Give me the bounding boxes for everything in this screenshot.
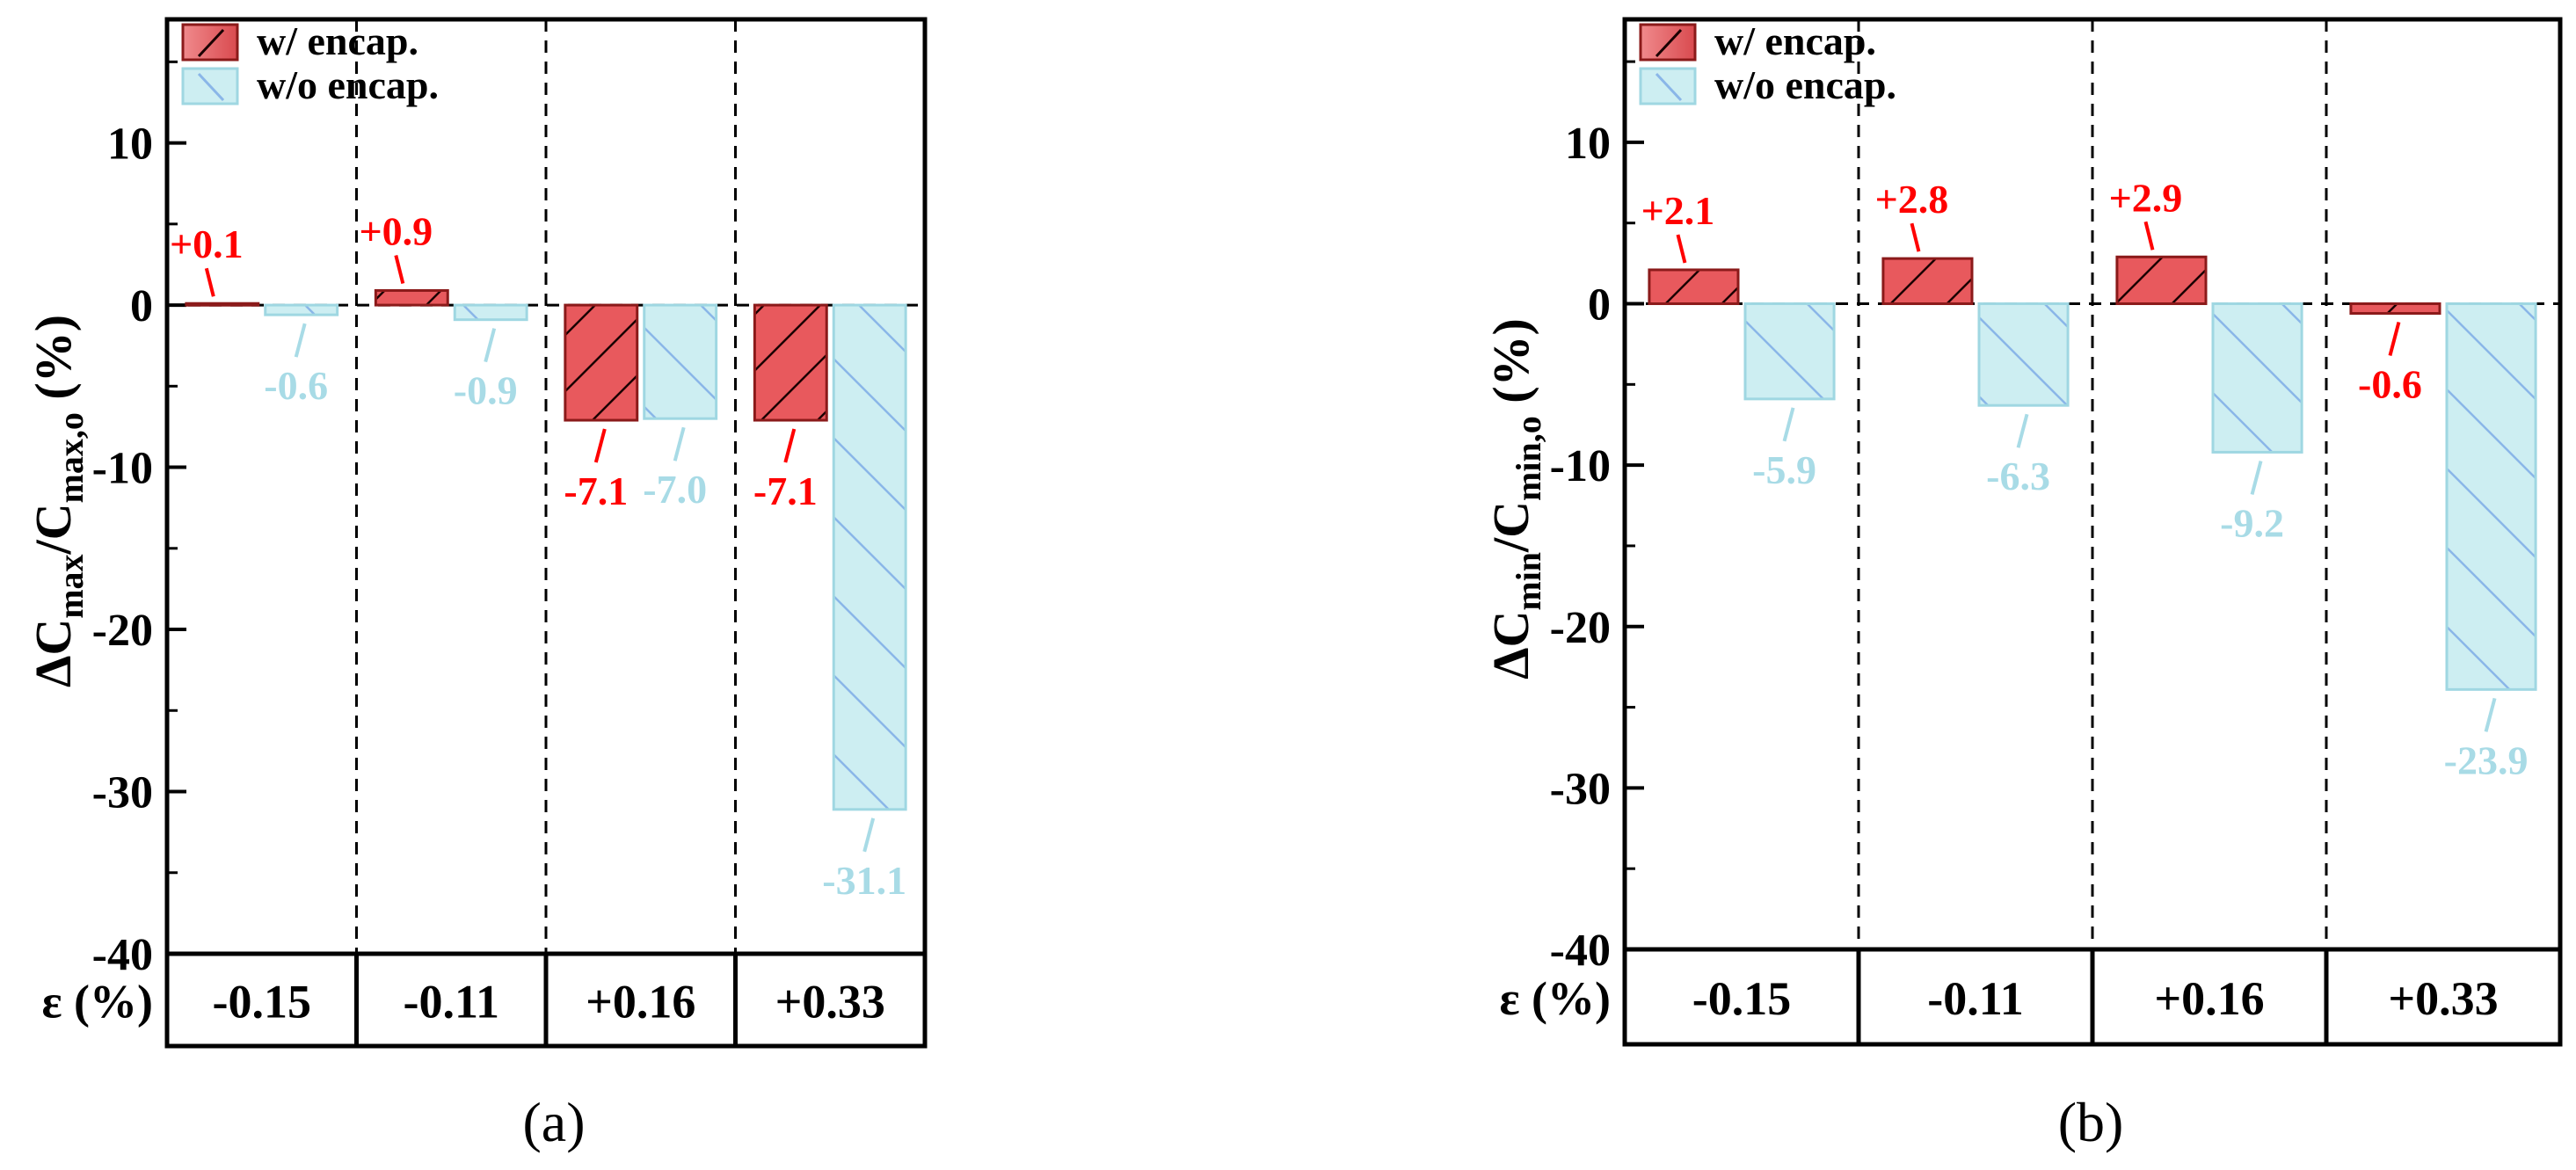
legend-hatch-noencap (1655, 72, 1683, 102)
y-tick-label: -10 (92, 444, 153, 494)
y-axis-title-sub2: min,o (1509, 416, 1548, 501)
panel-b: 10 0 -10 -20 -30 -40 ΔCmin/Cmin,o (%) -0.15 -0.1… (1482, 17, 2563, 1153)
value-label-noencap: -6.3 (1986, 454, 2050, 498)
value-label-encap: +0.1 (170, 222, 244, 266)
value-label-encap: +2.1 (1641, 188, 1715, 233)
legend-label-encap: w/ encap. (257, 18, 418, 63)
legend-label-noencap: w/o encap. (1714, 62, 1896, 107)
y-tick-label: -40 (1550, 926, 1611, 976)
value-leader (593, 428, 607, 463)
bar-encap (1881, 257, 1974, 306)
y-axis-title-sub2: max,o (51, 412, 91, 503)
bar-noencap (453, 303, 528, 322)
bar-noencap (1743, 302, 1836, 401)
bar-encap (185, 302, 260, 307)
legend-hatch-noencap (197, 72, 225, 102)
y-axis-title-delta: ΔC (25, 619, 82, 687)
bar-noencap (832, 303, 907, 811)
value-leader (2388, 322, 2401, 357)
y-tick-label: -20 (92, 606, 153, 656)
value-leader (1910, 222, 1921, 252)
bar-encap (1648, 268, 1740, 306)
legend-hatch-encap (197, 28, 225, 58)
bar-encap (564, 303, 639, 422)
y-axis-title-delta: ΔC (1482, 611, 1539, 679)
category-label: -0.11 (403, 976, 499, 1028)
value-label-noencap: -0.6 (264, 363, 328, 408)
y-tick-label: -10 (1550, 441, 1611, 491)
category-label: +0.16 (586, 976, 695, 1028)
value-label-noencap: -5.9 (1752, 447, 1816, 492)
value-leader (2250, 460, 2263, 495)
panel-a: 10 0 -10 -20 -30 -40 ΔCmax/Cmax,o (%) -0.15 -0.1… (25, 17, 928, 1153)
y-tick-label: 0 (130, 281, 153, 331)
value-label-encap: +2.9 (2109, 175, 2183, 220)
value-label-noencap: -0.9 (454, 368, 518, 413)
value-leader (1676, 234, 1687, 264)
y-axis-title-unit: (%) (1482, 318, 1539, 416)
y-tick-label: -40 (92, 930, 153, 980)
x-axis-label: ε (%) (41, 976, 153, 1028)
bar-encap (374, 288, 449, 307)
x-axis-label: ε (%) (1499, 972, 1611, 1025)
y-tick-label: 10 (107, 120, 153, 170)
category-label: -0.15 (213, 976, 311, 1028)
bar-encap (2349, 302, 2441, 316)
y-tick-label: 0 (1588, 280, 1611, 331)
value-label-encap: +2.8 (1875, 177, 1949, 222)
value-leader (1782, 407, 1795, 442)
value-leader (862, 818, 876, 853)
y-tick-label: -20 (1550, 603, 1611, 653)
value-leader (2016, 413, 2029, 448)
y-axis-title-slash: /C (1482, 501, 1539, 553)
bar-noencap (643, 303, 718, 420)
value-label-noencap: -9.2 (2220, 500, 2284, 545)
y-axis-title-sub1: max (51, 554, 91, 618)
category-label: -0.11 (1927, 972, 2024, 1025)
bar-noencap (2211, 302, 2303, 454)
legend-hatch-encap (1655, 28, 1683, 58)
value-label-encap: -0.6 (2358, 362, 2422, 407)
value-label-encap: -7.1 (753, 469, 818, 513)
y-axis-title-unit: (%) (25, 315, 82, 412)
bar-noencap (2445, 302, 2537, 691)
value-leader (673, 426, 686, 461)
value-leader (783, 428, 797, 463)
value-label-encap: +0.9 (359, 208, 433, 253)
value-leader (2484, 697, 2497, 732)
value-leader (394, 254, 405, 284)
y-tick-label: -30 (92, 768, 153, 818)
bar-encap (2115, 255, 2208, 306)
y-tick-label: -30 (1550, 764, 1611, 814)
value-label-encap: -7.1 (564, 469, 628, 513)
bar-noencap (264, 303, 339, 316)
category-label: +0.33 (2388, 972, 2498, 1025)
value-leader (294, 323, 307, 358)
value-label-noencap: -31.1 (822, 858, 906, 903)
bar-encap (753, 303, 828, 422)
value-label-noencap: -7.0 (643, 467, 707, 512)
value-leader (204, 267, 215, 297)
bar-noencap (1977, 302, 2070, 407)
legend-label-noencap: w/o encap. (257, 62, 439, 107)
panel-label: (b) (2058, 1091, 2124, 1153)
y-tick-label: 10 (1565, 119, 1611, 169)
category-label: -0.15 (1692, 972, 1791, 1025)
value-leader (2143, 221, 2155, 251)
y-axis-title: ΔCmin/Cmin,o (%) (1482, 318, 1548, 679)
y-axis-title-sub1: min (1509, 552, 1548, 611)
y-axis-title: ΔCmax/Cmax,o (%) (25, 315, 91, 687)
y-axis-title-slash: /C (25, 503, 82, 555)
panel-label: (a) (522, 1091, 585, 1153)
category-label: +0.16 (2154, 972, 2264, 1025)
value-leader (484, 328, 497, 363)
category-label: +0.33 (775, 976, 885, 1028)
value-label-noencap: -23.9 (2444, 738, 2529, 782)
legend-label-encap: w/ encap. (1714, 18, 1876, 63)
